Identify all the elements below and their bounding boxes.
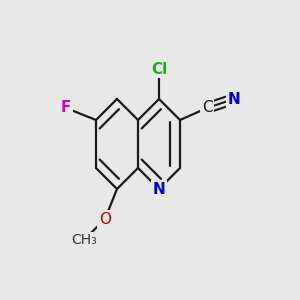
Text: N: N <box>228 92 240 106</box>
Text: CH₃: CH₃ <box>71 233 97 247</box>
Text: C: C <box>202 100 212 116</box>
Text: N: N <box>153 182 165 196</box>
Text: O: O <box>99 212 111 226</box>
Text: Cl: Cl <box>151 61 167 76</box>
Text: F: F <box>61 100 71 116</box>
